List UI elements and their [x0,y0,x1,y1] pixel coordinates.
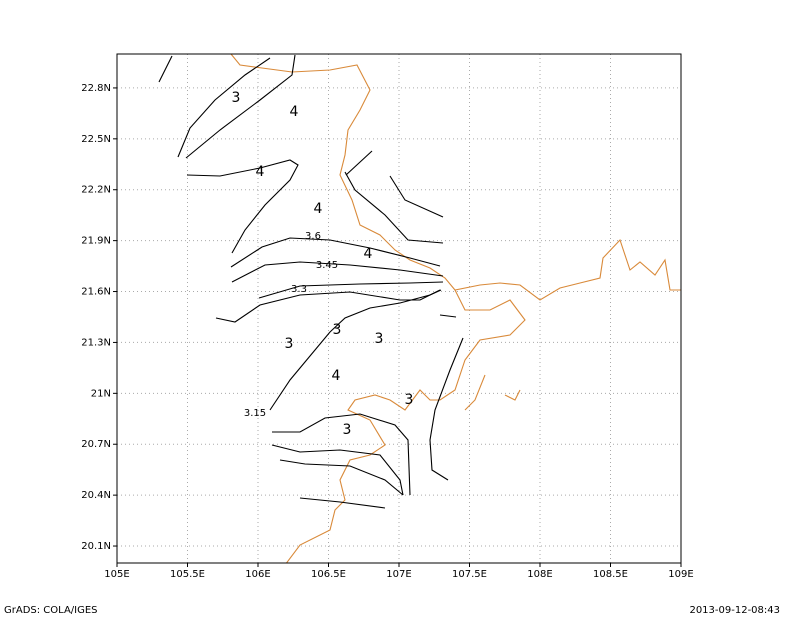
contour-label: 3 [232,90,241,106]
y-tick-label: 21.3N [81,337,111,348]
contour [177,57,271,158]
contour-label: 3.15 [244,408,266,419]
contour-label: 3 [285,336,294,352]
y-tick-label: 20.4N [81,490,111,501]
y-tick-label: 21N [91,388,111,399]
contour-label: 4 [332,368,341,384]
contour [258,281,444,299]
contour [271,444,404,496]
contours [158,54,464,509]
x-tick-label: 108E [527,569,552,580]
y-tick-label: 22.2N [81,185,111,196]
contour [185,54,296,159]
contour-label: 3 [405,392,414,408]
y-tick-label: 22.5N [81,134,111,145]
x-tick-label: 108.5E [593,569,628,580]
x-tick-label: 106E [245,569,270,580]
y-tick-label: 20.7N [81,439,111,450]
contour [344,171,444,244]
contour [279,459,404,496]
contour-label: 3 [333,322,342,338]
contour-label: 3.45 [316,260,338,271]
contour [186,159,299,254]
coastline [230,54,681,563]
x-tick-label: 109E [668,569,693,580]
contour [299,497,386,509]
contour-label: 4 [256,164,265,180]
contour-label: 3 [343,422,352,438]
x-tick-label: 106.5E [311,569,346,580]
contour-label: 3.6 [305,231,321,242]
x-tick-label: 107E [386,569,411,580]
contour [231,261,444,283]
coast [230,54,681,301]
x-tick-label: 105.5E [170,569,205,580]
y-tick-label: 21.9N [81,236,111,247]
contour-label: 3 [375,331,384,347]
y-tick-label: 20.1N [81,541,111,552]
footer-right: 2013-09-12-08:43 [689,605,780,616]
contour [389,175,444,218]
contour [158,55,173,83]
contour-label: 4 [290,104,299,120]
x-tick-label: 105E [104,569,129,580]
contour [230,237,441,268]
contour [272,413,411,496]
contour [215,289,441,323]
contour-label: 4 [364,246,373,262]
y-tick-label: 22.8N [81,83,111,94]
contour [345,150,373,176]
footer-left: GrADS: COLA/IGES [4,605,98,616]
contour [429,337,464,481]
contour-label: 4 [314,201,323,217]
contour-label: 3.3 [291,284,307,295]
grid [116,54,682,563]
contour [439,314,457,318]
coast [464,374,521,411]
contour [269,289,442,411]
y-tick-label: 21.6N [81,287,111,298]
coast [285,289,526,563]
x-tick-label: 107.5E [452,569,487,580]
